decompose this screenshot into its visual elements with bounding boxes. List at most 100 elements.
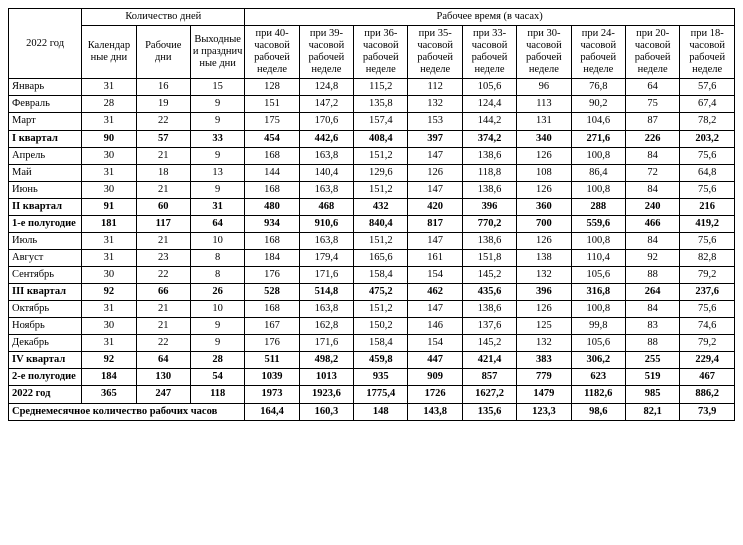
cell: 154 [408,335,462,352]
cell: 126 [517,301,571,318]
cell: 160,3 [299,403,353,420]
cell: 271,6 [571,130,625,147]
cell: 16 [136,79,190,96]
cell: 100,8 [571,232,625,249]
cell: 144,2 [462,113,516,130]
cell: 75,6 [680,147,735,164]
cell: 161 [408,249,462,266]
cell: 21 [136,318,190,335]
cell: 435,6 [462,284,516,301]
cell: 72 [625,164,679,181]
cell: 105,6 [571,267,625,284]
cell: 18 [136,164,190,181]
cell: 168 [245,232,299,249]
row-label: Май [9,164,82,181]
cell: 1627,2 [462,386,516,403]
header-h39: при 39-часовой рабочей неделе [299,26,353,79]
cell: 240 [625,198,679,215]
cell: 176 [245,267,299,284]
cell: 154 [408,267,462,284]
cell: 118,8 [462,164,516,181]
cell: 132 [517,267,571,284]
cell: 163,8 [299,232,353,249]
header-h40: при 40-часовой рабочей неделе [245,26,299,79]
cell: 420 [408,198,462,215]
row-label: I квартал [9,130,82,147]
row-label: II квартал [9,198,82,215]
header-days-count: Количество дней [82,9,245,26]
cell: 511 [245,352,299,369]
cell: 88 [625,267,679,284]
cell: 31 [82,301,136,318]
cell: 306,2 [571,352,625,369]
cell: 118 [190,386,244,403]
cell: 397 [408,130,462,147]
cell: 151,2 [354,147,408,164]
cell: 1775,4 [354,386,408,403]
cell: 147 [408,232,462,249]
cell: 770,2 [462,215,516,232]
cell: 91 [82,198,136,215]
cell: 153 [408,113,462,130]
cell: 840,4 [354,215,408,232]
table-row: Март31229175170,6157,4153144,2131104,687… [9,113,735,130]
table-row: III квартал926626528514,8475,2462435,639… [9,284,735,301]
table-row: II квартал916031480468432420396360288240… [9,198,735,215]
cell: 383 [517,352,571,369]
cell: 147 [408,301,462,318]
cell: 117 [136,215,190,232]
table-header: 2022 год Количество дней Рабочее время (… [9,9,735,79]
cell: 498,2 [299,352,353,369]
cell: 131 [517,113,571,130]
cell: 148 [354,403,408,420]
cell: 75,6 [680,301,735,318]
cell: 31 [82,79,136,96]
cell: 92 [625,249,679,266]
header-work-time: Рабочее время (в часах) [245,9,735,26]
row-label: 1-е полугодие [9,215,82,232]
table-row: Июнь30219168163,8151,2147138,6126100,884… [9,181,735,198]
cell: 64 [190,215,244,232]
cell: 92 [82,284,136,301]
cell: 1182,6 [571,386,625,403]
row-label: III квартал [9,284,82,301]
cell: 462 [408,284,462,301]
cell: 96 [517,79,571,96]
header-h18: при 18-часовой рабочей неделе [680,26,735,79]
cell: 340 [517,130,571,147]
row-label: Август [9,249,82,266]
cell: 132 [517,335,571,352]
cell: 137,6 [462,318,516,335]
cell: 10 [190,301,244,318]
cell: 396 [517,284,571,301]
cell: 519 [625,369,679,386]
cell: 1039 [245,369,299,386]
table-body: Январь311615128124,8115,2112105,69676,86… [9,79,735,420]
cell: 171,6 [299,267,353,284]
cell: 176 [245,335,299,352]
cell: 135,6 [462,403,516,420]
cell: 31 [82,113,136,130]
cell: 75,6 [680,232,735,249]
cell: 480 [245,198,299,215]
cell: 514,8 [299,284,353,301]
row-label: 2022 год [9,386,82,403]
cell: 82,1 [625,403,679,420]
cell: 1923,6 [299,386,353,403]
cell: 33 [190,130,244,147]
cell: 559,6 [571,215,625,232]
cell: 817 [408,215,462,232]
cell: 128 [245,79,299,96]
cell: 129,6 [354,164,408,181]
row-label: Январь [9,79,82,96]
cell: 113 [517,96,571,113]
cell: 163,8 [299,301,353,318]
cell: 31 [190,198,244,215]
cell: 100,8 [571,147,625,164]
cell: 164,4 [245,403,299,420]
cell: 31 [82,249,136,266]
cell: 408,4 [354,130,408,147]
cell: 157,4 [354,113,408,130]
cell: 112 [408,79,462,96]
cell: 54 [190,369,244,386]
